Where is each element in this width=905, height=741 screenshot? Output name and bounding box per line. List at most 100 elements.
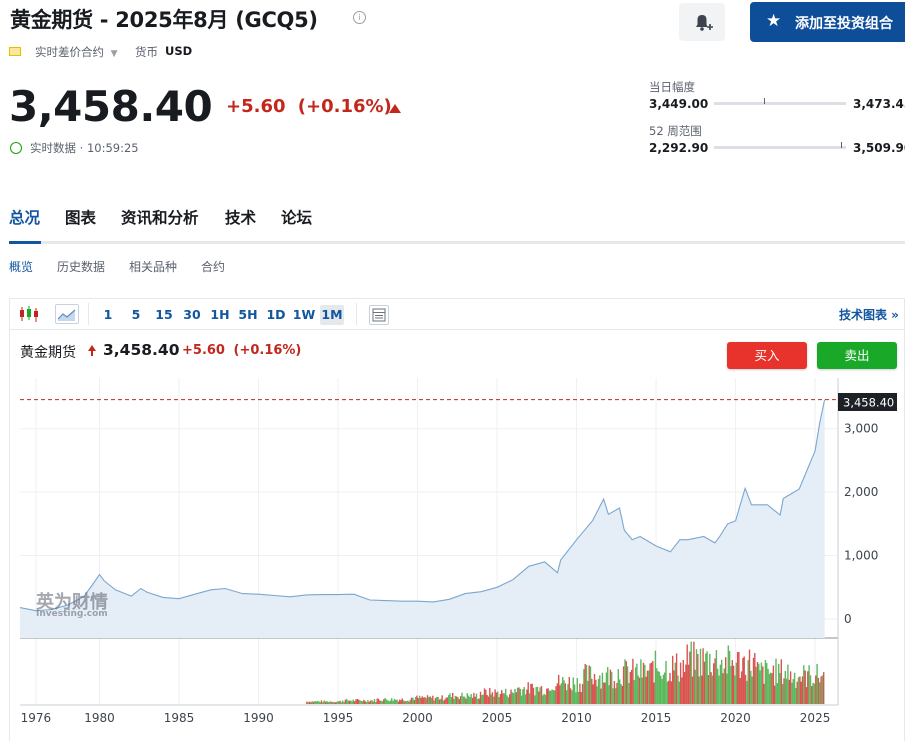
volume-bar xyxy=(577,691,580,704)
contract-type[interactable]: 实时差价合约 ▼ xyxy=(35,45,118,59)
day-range-marker xyxy=(764,98,766,104)
volume-bar xyxy=(612,688,614,704)
volume-bar xyxy=(494,689,496,704)
volume-bar xyxy=(739,678,741,704)
volume-bar xyxy=(738,652,740,704)
subtab-related-instruments[interactable]: 相关品种 xyxy=(129,260,178,274)
day-high: 3,473.45 xyxy=(853,97,905,111)
volume-bar xyxy=(412,697,414,704)
volume-bar xyxy=(656,668,658,704)
x-tick-label: 2025 xyxy=(800,711,831,725)
interval-1w[interactable]: 1W xyxy=(292,307,316,322)
volume-bar xyxy=(784,671,786,704)
volume-bar xyxy=(348,700,350,704)
volume-bar xyxy=(674,662,676,704)
buy-button[interactable]: 买入 xyxy=(727,342,807,369)
volume-bar xyxy=(644,664,646,704)
volume-bar xyxy=(617,669,619,704)
volume-bar xyxy=(566,690,568,704)
volume-bar xyxy=(750,670,752,704)
volume-bar xyxy=(441,695,443,704)
day-low: 3,449.00 xyxy=(649,97,709,111)
volume-bar xyxy=(414,697,417,704)
volume-bar xyxy=(506,695,508,704)
subtab-historical-data[interactable]: 历史数据 xyxy=(57,260,106,274)
volume-bar xyxy=(436,697,438,704)
volume-bar xyxy=(420,697,422,704)
volume-bar xyxy=(512,693,515,704)
volume-bar xyxy=(592,684,594,704)
chart-settings-button[interactable] xyxy=(369,305,389,325)
volume-bar xyxy=(686,644,688,704)
volume-bar xyxy=(821,675,824,704)
week52-range-bar xyxy=(714,142,846,149)
chart-price: 3,458.40 xyxy=(103,341,180,359)
volume-bar xyxy=(551,689,553,704)
volume-bar xyxy=(461,692,463,704)
interval-15min[interactable]: 15 xyxy=(155,307,173,322)
tab-overview[interactable]: 总况 xyxy=(9,209,41,227)
chart-change: +5.60 (+0.16%) xyxy=(182,343,301,358)
volume-bar xyxy=(379,700,381,704)
info-icon[interactable]: i xyxy=(353,11,366,24)
volume-bar xyxy=(641,677,643,704)
volume-bar xyxy=(526,689,528,704)
volume-bar xyxy=(344,699,347,704)
area-chart-icon xyxy=(57,309,76,321)
volume-bar xyxy=(719,664,722,704)
add-to-portfolio-button[interactable]: ★ 添加至投资组合 xyxy=(750,2,905,42)
volume-bar xyxy=(466,693,468,704)
subtab-contracts[interactable]: 合约 xyxy=(201,260,226,274)
tab-chart[interactable]: 图表 xyxy=(65,209,97,227)
volume-bar xyxy=(665,660,667,704)
sell-button[interactable]: 卖出 xyxy=(817,342,897,369)
y-tick-label: 0 xyxy=(844,612,852,626)
volume-bar xyxy=(558,674,560,704)
volume-bar xyxy=(597,678,600,704)
volume-bar xyxy=(357,699,360,704)
volume-bar xyxy=(532,687,535,704)
y-tick-label: 2,000 xyxy=(844,485,878,499)
volume-bar xyxy=(416,695,418,704)
volume-bar xyxy=(622,666,625,704)
volume-bar xyxy=(311,701,313,704)
y-tick-label: 3,000 xyxy=(844,422,878,436)
volume-bar xyxy=(807,671,809,704)
interval-1m[interactable]: 1M xyxy=(320,305,344,325)
volume-bar xyxy=(675,653,678,704)
volume-bar xyxy=(359,700,361,704)
area-chart-button[interactable] xyxy=(55,304,79,324)
price-line xyxy=(19,399,826,612)
candlestick-chart-button[interactable] xyxy=(17,304,41,324)
volume-bar xyxy=(764,660,767,704)
technical-chart-link[interactable]: 技术图表 » xyxy=(839,308,899,322)
volume-bar xyxy=(479,691,482,704)
subtab-summary[interactable]: 概览 xyxy=(9,260,34,274)
interval-5min[interactable]: 5 xyxy=(131,307,141,322)
y-tick-label: 1,000 xyxy=(844,549,878,563)
volume-bar xyxy=(812,682,814,704)
volume-bar xyxy=(491,692,494,704)
interval-30min[interactable]: 30 xyxy=(183,307,201,322)
price-alert-button[interactable] xyxy=(679,3,725,41)
volume-bar xyxy=(424,697,426,704)
volume-bar xyxy=(603,682,605,704)
volume-bar xyxy=(474,696,476,704)
tab-forum[interactable]: 论坛 xyxy=(281,209,313,227)
volume-bar xyxy=(658,671,661,704)
volume-bar xyxy=(571,690,573,704)
interval-1h[interactable]: 1H xyxy=(210,307,230,322)
volume-bar xyxy=(361,701,364,704)
volume-bar xyxy=(418,695,421,704)
volume-bar xyxy=(328,701,331,704)
volume-bar xyxy=(581,683,584,704)
volume-bar xyxy=(315,701,317,704)
volume-bar xyxy=(775,658,777,704)
tab-news-analysis[interactable]: 资讯和分析 xyxy=(121,209,199,227)
volume-bar xyxy=(310,702,312,704)
interval-5h[interactable]: 5H xyxy=(238,307,258,322)
interval-1min[interactable]: 1 xyxy=(103,307,113,322)
interval-1d[interactable]: 1D xyxy=(266,307,286,322)
tab-technical[interactable]: 技术 xyxy=(225,209,257,227)
